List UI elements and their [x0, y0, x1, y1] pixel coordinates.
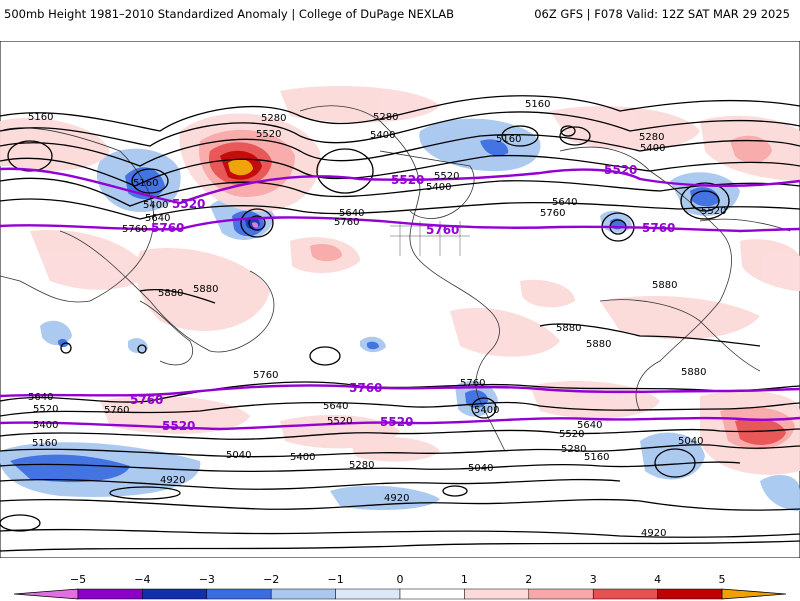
- contour-label: 5520: [701, 206, 726, 217]
- contour-label: 5160: [584, 452, 609, 463]
- colorbar-max-arrow: [721, 588, 787, 600]
- anomaly-colorbar: −5 −4 −3 −2 −1 0 1 2 3 4 5: [0, 572, 800, 600]
- colorbar-tick-label: −2: [263, 573, 280, 586]
- colorbar-segment: [270, 588, 336, 600]
- contour-label: 5400: [474, 405, 499, 416]
- highlight-label: 5760: [642, 221, 675, 235]
- contour-label: 5520: [33, 404, 58, 415]
- highlight-label: 5760: [426, 223, 459, 237]
- contour-label: 5280: [349, 460, 374, 471]
- colorbar-segment: [142, 588, 208, 600]
- colorbar-segment: [592, 588, 658, 600]
- contour-label: 5880: [652, 280, 677, 291]
- contour-label: 5280: [639, 132, 664, 143]
- colorbar-tick-label: 4: [654, 573, 662, 586]
- contour-label: 5880: [556, 323, 581, 334]
- contour-label: 5040: [678, 436, 703, 447]
- contour-label: 5640: [145, 213, 170, 224]
- contour-label: 5760: [334, 217, 359, 228]
- contour-label: 5640: [339, 208, 364, 219]
- contour-label: 5160: [496, 134, 521, 145]
- colorbar-segment: [77, 588, 143, 600]
- contour-label: 5520: [256, 129, 281, 140]
- contour-label: 5400: [370, 130, 395, 141]
- colorbar-tick-label: 1: [460, 573, 468, 586]
- contour-label: 5040: [226, 450, 251, 461]
- contour-label: 4920: [641, 528, 666, 539]
- map-header: 500mb Height 1981–2010 Standardized Anom…: [0, 0, 800, 30]
- contour-label: 5760: [540, 208, 565, 219]
- highlight-label: 5520: [604, 163, 637, 177]
- highlight-label: 5760: [130, 393, 163, 407]
- colorbar-segment: [464, 588, 530, 600]
- contour-label: 5160: [28, 112, 53, 123]
- contour-label: 5520: [327, 416, 352, 427]
- colorbar-segment: [657, 588, 723, 600]
- contour-label: 5640: [552, 197, 577, 208]
- colorbar-segment: [528, 588, 594, 600]
- colorbar-segment: [206, 588, 272, 600]
- contour-label: 5400: [290, 452, 315, 463]
- highlight-contours: [0, 167, 800, 431]
- contour-label: 5400: [143, 200, 168, 211]
- coastlines: [0, 105, 791, 452]
- contour-label: 5760: [253, 370, 278, 381]
- colorbar-tick-label: −1: [327, 573, 344, 586]
- contour-label: 5640: [28, 392, 53, 403]
- contour-labels: 5160 5160 5160 5160 5160 5160 5280 5280 …: [28, 99, 726, 539]
- contour-label: 4920: [160, 475, 185, 486]
- contour-label: 5400: [426, 182, 451, 193]
- highlight-label: 5760: [151, 221, 184, 235]
- contour-label: 5520: [434, 171, 459, 182]
- contour-label: 5640: [323, 401, 348, 412]
- colorbar-tick-label: −5: [69, 573, 87, 586]
- contour-label: 5160: [133, 178, 158, 189]
- contour-label: 5880: [681, 367, 706, 378]
- colorbar-tick-label: 2: [525, 573, 533, 586]
- contour-label: 5520: [559, 429, 584, 440]
- colorbar-segment: [335, 588, 401, 600]
- contour-label: 5280: [261, 113, 286, 124]
- highlight-label: 5760: [349, 381, 382, 395]
- contour-label: 5400: [640, 143, 665, 154]
- highlight-label: 5520: [380, 415, 413, 429]
- map-title: 500mb Height 1981–2010 Standardized Anom…: [4, 7, 455, 21]
- height-contours: [0, 95, 800, 552]
- colorbar-min-arrow: [13, 588, 79, 600]
- contour-label: 5640: [577, 420, 602, 431]
- colorbar-tick-label: 5: [718, 573, 726, 586]
- model-run-info: 06Z GFS | F078 Valid: 12Z SAT MAR 29 202…: [534, 7, 790, 21]
- contour-label: 5880: [193, 284, 218, 295]
- contour-label: 5880: [586, 339, 611, 350]
- highlight-labels: 5520 5520 5520 5520 5520 5760 5760 5760 …: [130, 163, 675, 433]
- colorbar-segment: [399, 588, 465, 600]
- colorbar-tick-label: −3: [198, 573, 215, 586]
- colorbar-tick-label: 3: [589, 573, 597, 586]
- contour-label: 5400: [33, 420, 58, 431]
- highlight-label: 5520: [391, 173, 424, 187]
- contour-label: 5160: [525, 99, 550, 110]
- contour-label: 5760: [104, 405, 129, 416]
- contour-label: 5040: [468, 463, 493, 474]
- colorbar-scale: [13, 588, 787, 600]
- colorbar-tick-label: −4: [134, 573, 151, 586]
- contour-label: 5760: [122, 224, 147, 235]
- anomaly-map: 5160 5160 5160 5160 5160 5160 5280 5280 …: [0, 41, 800, 558]
- contour-label: 5280: [373, 112, 398, 123]
- contour-label: 4920: [384, 493, 409, 504]
- contour-label: 5760: [460, 378, 485, 389]
- highlight-label: 5520: [162, 419, 195, 433]
- contour-label: 5280: [561, 444, 586, 455]
- contour-label: 5160: [32, 438, 57, 449]
- colorbar-tick-label: 0: [396, 573, 404, 586]
- highlight-label: 5520: [172, 197, 205, 211]
- contour-label: 5880: [158, 288, 183, 299]
